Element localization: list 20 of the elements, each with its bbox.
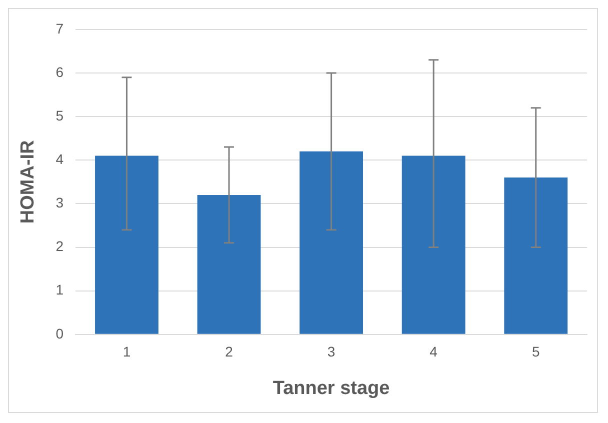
x-tick-label: 3 bbox=[327, 344, 336, 360]
x-tick-label: 4 bbox=[430, 344, 438, 360]
y-tick-label: 0 bbox=[56, 325, 64, 342]
bar bbox=[95, 156, 158, 334]
bar bbox=[504, 178, 568, 334]
x-tick-label: 2 bbox=[225, 344, 234, 360]
y-tick-label: 6 bbox=[56, 64, 64, 80]
y-tick-label: 1 bbox=[56, 282, 64, 298]
y-tick-label: 4 bbox=[56, 150, 64, 167]
bar bbox=[197, 194, 261, 334]
y-tick-label: 3 bbox=[56, 194, 64, 211]
y-tick-label: 2 bbox=[56, 238, 64, 254]
y-tick-label: 5 bbox=[56, 107, 64, 124]
y-axis-title: HOMA-IR bbox=[18, 140, 39, 224]
y-tick-label: 7 bbox=[56, 20, 64, 36]
bar bbox=[402, 156, 466, 334]
x-axis-title: Tanner stage bbox=[272, 378, 390, 399]
bar bbox=[300, 151, 363, 334]
x-tick-label: 1 bbox=[122, 344, 131, 360]
x-tick-label: 5 bbox=[532, 344, 540, 360]
